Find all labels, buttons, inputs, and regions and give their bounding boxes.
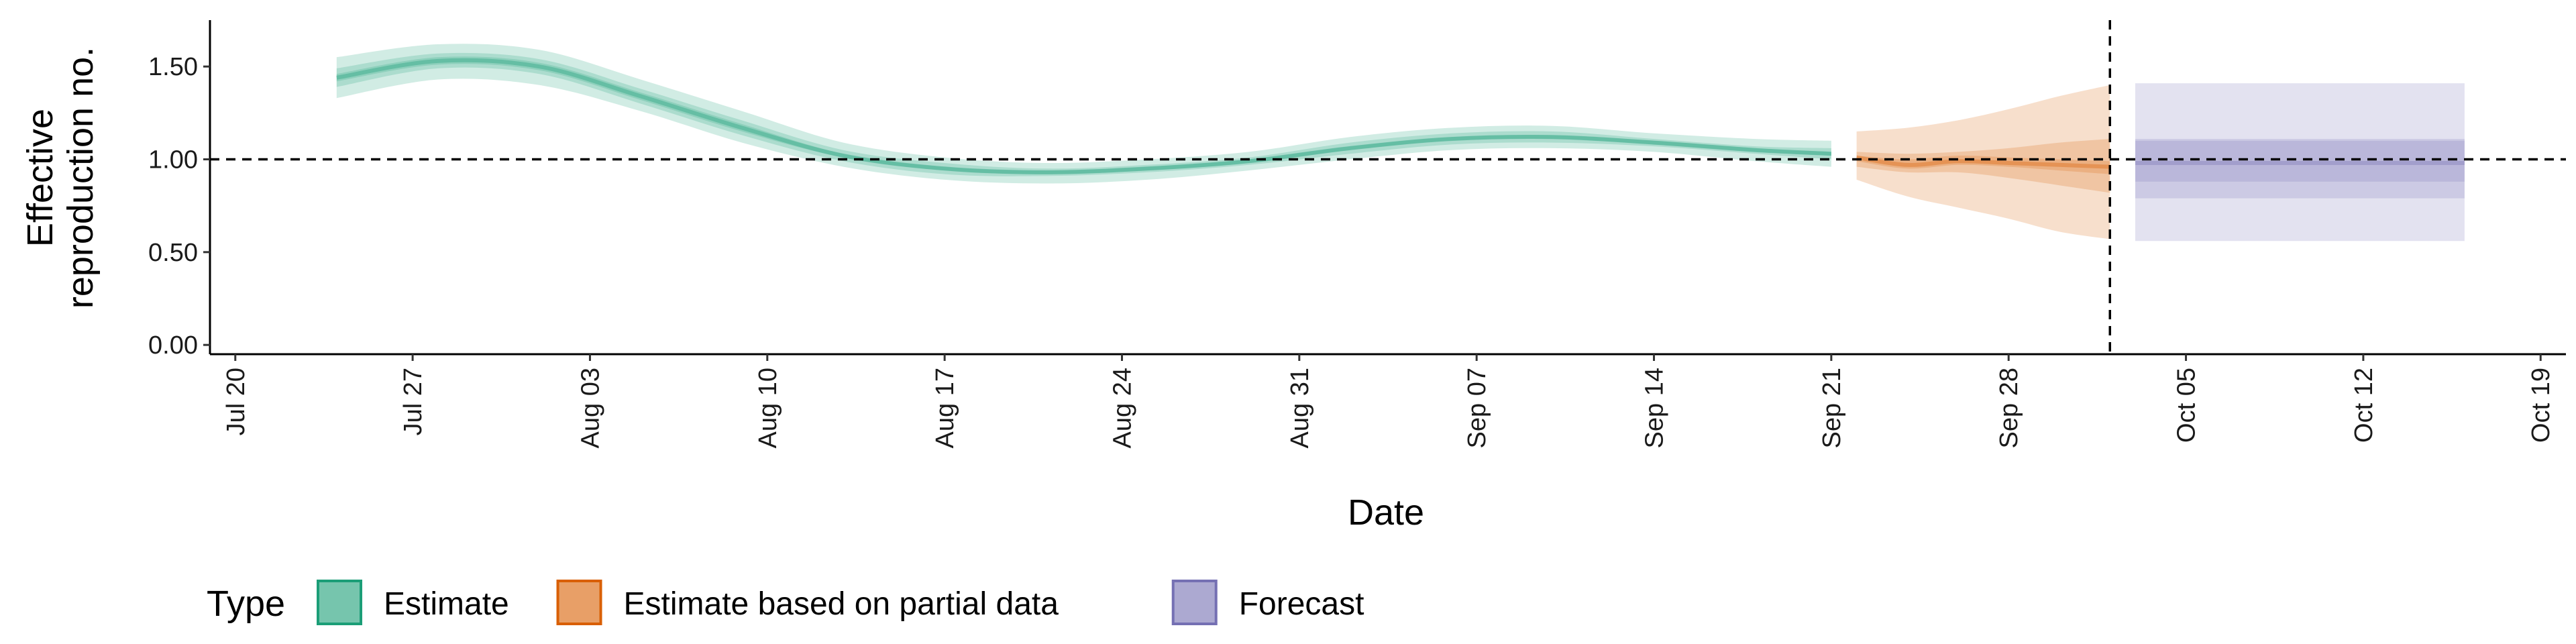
x-tick-label: Sep 28 bbox=[1995, 368, 2023, 448]
y-tick-label: 1.50 bbox=[148, 53, 198, 81]
y-tick-label: 1.00 bbox=[148, 146, 198, 174]
estimate-band-50 bbox=[336, 52, 1831, 176]
x-tick-label: Aug 03 bbox=[577, 368, 605, 448]
legend-label-estimate-based-on-partial-data: Estimate based on partial data bbox=[624, 586, 1059, 622]
x-tick-label: Aug 10 bbox=[754, 368, 782, 448]
y-axis-title-line-1: Effective bbox=[20, 109, 60, 247]
legend-title: Type bbox=[207, 584, 285, 624]
x-tick-label: Aug 17 bbox=[931, 368, 959, 448]
estimate-based-on-partial-data-median-line bbox=[1856, 155, 2110, 169]
legend-key-estimate bbox=[317, 580, 362, 625]
x-tick-label: Aug 24 bbox=[1109, 368, 1137, 448]
x-tick-label: Sep 07 bbox=[1463, 368, 1491, 448]
x-tick-label: Oct 19 bbox=[2527, 368, 2555, 443]
estimate-band-90 bbox=[336, 44, 1831, 184]
forecast-band-50 bbox=[2135, 140, 2465, 182]
interval-bands bbox=[336, 44, 2465, 241]
x-tick-label: Jul 27 bbox=[399, 368, 427, 435]
axes: 0.00 0.50 1.00 1.50 Jul 20 Jul 27 Aug 03 Aug 10… bbox=[148, 20, 2566, 448]
legend-key-forecast bbox=[1171, 580, 1218, 625]
estimate-median-line bbox=[336, 58, 1832, 174]
estimate-band-20 bbox=[336, 56, 1831, 174]
y-axis-title: Effective reproduction no. bbox=[20, 47, 101, 309]
median-lines bbox=[336, 58, 2465, 174]
x-tick-label: Sep 14 bbox=[1641, 368, 1669, 448]
x-tick-label: Oct 05 bbox=[2173, 368, 2201, 443]
legend-key-estimate-based-on-partial-data bbox=[556, 580, 602, 625]
x-tick-label: Oct 12 bbox=[2350, 368, 2378, 443]
legend: Type Estimate Estimate based on partial d… bbox=[207, 580, 1364, 625]
x-tick-label: Aug 31 bbox=[1286, 368, 1314, 448]
legend-label-forecast: Forecast bbox=[1239, 586, 1364, 622]
x-axis-title: Date bbox=[1348, 492, 1424, 533]
y-tick-label: 0.00 bbox=[148, 331, 198, 360]
estimate-based-on-partial-data-band-50 bbox=[1856, 139, 2110, 193]
y-tick-label: 0.50 bbox=[148, 239, 198, 267]
forecast-band-90 bbox=[2135, 83, 2465, 241]
forecast-band-75 bbox=[2135, 139, 2465, 199]
x-tick-label: Sep 21 bbox=[1818, 368, 1846, 448]
x-tick-label: Jul 20 bbox=[222, 368, 250, 435]
y-axis-title-line-2: reproduction no. bbox=[60, 47, 101, 309]
estimate-based-on-partial-data-band-90 bbox=[1856, 85, 2110, 239]
reference-lines bbox=[210, 20, 2566, 354]
legend-label-estimate: Estimate bbox=[384, 586, 509, 622]
